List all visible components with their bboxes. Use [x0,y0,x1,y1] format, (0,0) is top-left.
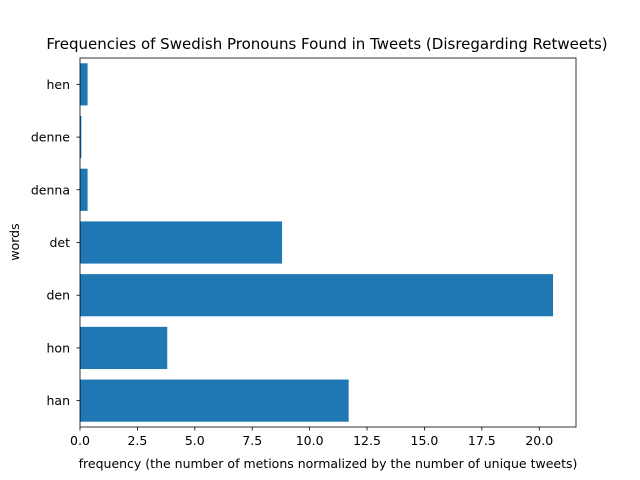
x-tick-label: 0.0 [70,433,90,448]
x-tick-label: 15.0 [411,433,439,448]
x-axis-ticks: 0.0 2.5 5.0 7.5 10.0 12.5 15.0 17.5 20.0 [70,427,553,448]
x-tick-label: 12.5 [353,433,381,448]
x-tick-label: 10.0 [296,433,324,448]
y-tick-label-den: den [46,288,70,303]
y-axis-label: words [7,223,22,260]
chart-title: Frequencies of Swedish Pronouns Found in… [46,35,607,53]
y-tick-label-det: det [49,235,70,250]
bar-hon [80,326,168,370]
x-tick-label: 20.0 [525,433,553,448]
bar-det [80,221,283,264]
x-axis-label: frequency (the number of metions normali… [79,456,578,471]
bar-han [80,379,349,422]
plot-frame [79,57,577,428]
x-tick-label: 7.5 [242,433,262,448]
bars-group [80,63,554,422]
x-tick-label: 5.0 [185,433,205,448]
x-tick-label: 2.5 [127,433,147,448]
bar-denne [80,115,82,159]
y-tick-label-hon: hon [47,340,71,355]
y-tick-label-denna: denna [31,182,70,197]
y-tick-label-denne: denne [31,130,70,145]
y-axis-ticks: han hon den det denna denne hen [31,77,80,408]
bar-denna [80,168,88,211]
bar-hen [80,63,88,106]
bar-den [80,274,554,317]
y-tick-label-hen: hen [46,77,70,92]
x-tick-label: 17.5 [468,433,496,448]
y-tick-label-han: han [46,393,70,408]
